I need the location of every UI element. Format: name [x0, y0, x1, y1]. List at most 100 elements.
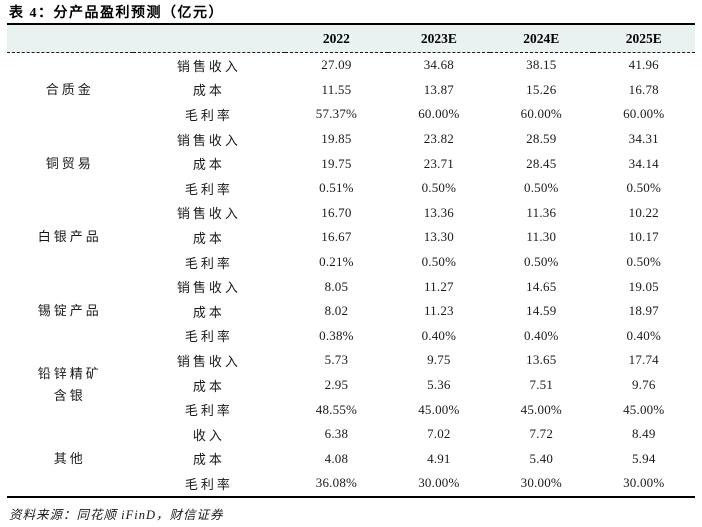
product-group-label: 铅锌精矿 含银 [37, 365, 102, 404]
metric-label: 成本 [192, 157, 225, 173]
value-cell: 7.72 [529, 426, 554, 442]
value-cell: 0.50% [626, 180, 662, 196]
value-cell: 60.00% [520, 106, 562, 122]
value-cell: 11.27 [423, 278, 454, 294]
header-metric-column [132, 24, 286, 53]
value-cell: 23.82 [423, 131, 454, 147]
value-cell: 5.94 [631, 450, 656, 466]
value-cell: 28.45 [526, 155, 557, 171]
metric-label: 销售收入 [176, 206, 241, 222]
value-cell: 0.50% [626, 254, 662, 270]
metric-label: 毛利率 [184, 476, 233, 492]
value-cell: 0.40% [626, 327, 662, 343]
value-cell: 4.91 [427, 450, 451, 466]
metric-label: 收入 [192, 427, 225, 443]
table-row: 铅锌精矿 含银 销售收入 5.73 9.75 13.65 17.74 [7, 348, 695, 403]
metric-label: 成本 [192, 230, 225, 246]
value-cell: 11.23 [423, 303, 454, 319]
value-cell: 34.31 [628, 131, 659, 147]
table-row: 毛利率 0.21% 0.50% 0.50% 0.50% [7, 250, 695, 275]
value-cell: 34.68 [423, 57, 454, 73]
metric-label: 毛利率 [184, 255, 233, 271]
table-title: 表 4：分产品盈利预测（亿元） [9, 6, 224, 21]
value-cell: 30.00% [623, 475, 665, 491]
value-cell: 11.55 [321, 81, 352, 97]
value-cell: 16.67 [321, 229, 352, 245]
table-row: 成本 19.75 23.71 28.45 34.14 [7, 151, 695, 176]
value-cell: 19.75 [321, 155, 352, 171]
metric-label: 成本 [192, 452, 225, 468]
value-cell: 0.40% [524, 327, 559, 343]
value-cell: 13.87 [423, 81, 454, 97]
product-group-label: 合质金 [45, 81, 94, 97]
value-cell: 9.76 [631, 377, 656, 393]
value-cell: 45.00% [418, 401, 460, 417]
value-cell: 36.08% [315, 475, 358, 491]
value-cell: 60.00% [623, 106, 665, 122]
value-cell: 0.50% [421, 180, 457, 196]
value-cell: 34.14 [628, 155, 659, 171]
value-cell: 13.36 [423, 204, 454, 220]
header-year-2024e: 2024E [490, 24, 593, 53]
metric-label: 成本 [192, 304, 225, 320]
value-cell: 2.95 [324, 377, 349, 393]
table-row: 毛利率 48.55% 45.00% 45.00% 45.00% [7, 397, 695, 422]
value-cell: 18.97 [628, 303, 659, 319]
table-row: 合质金 销售收入 27.09 34.68 38.15 41.96 [7, 53, 695, 97]
value-cell: 0.50% [524, 254, 559, 270]
value-cell: 7.51 [529, 377, 554, 393]
value-cell: 8.49 [631, 426, 656, 442]
table-row: 成本 11.55 13.87 15.26 16.78 [7, 78, 695, 103]
value-cell: 0.40% [421, 327, 457, 343]
metric-label: 毛利率 [184, 107, 233, 123]
value-cell: 57.37% [315, 106, 358, 122]
metric-label: 成本 [192, 378, 225, 394]
table-row: 成本 16.67 13.30 11.30 10.17 [7, 225, 695, 250]
value-cell: 9.75 [427, 352, 451, 368]
product-group-label: 铜贸易 [45, 155, 94, 171]
value-cell: 6.38 [324, 426, 349, 442]
metric-label: 销售收入 [176, 58, 241, 74]
profit-forecast-table: 2022 2023E 2024E 2025E 合质金 销售收入 27.09 34.68… [7, 23, 695, 498]
value-cell: 0.38% [319, 327, 354, 343]
product-group-label: 其他 [53, 450, 86, 466]
product-group-label: 白银产品 [37, 229, 102, 245]
table-row: 铜贸易 销售收入 19.85 23.82 28.59 34.31 [7, 127, 695, 171]
table-row: 其他 收入 6.38 7.02 7.72 8.49 [7, 422, 695, 466]
header-year-2025e: 2025E [592, 24, 695, 53]
table-row: 毛利率 0.51% 0.50% 0.50% 0.50% [7, 176, 695, 201]
value-cell: 45.00% [520, 401, 562, 417]
value-cell: 23.71 [423, 155, 454, 171]
value-cell: 41.96 [628, 57, 659, 73]
value-cell: 0.51% [319, 180, 354, 196]
header-group-column [7, 24, 133, 53]
value-cell: 5.36 [427, 377, 451, 393]
table-row: 毛利率 36.08% 30.00% 30.00% 30.00% [7, 471, 695, 497]
metric-label: 销售收入 [176, 280, 241, 296]
value-cell: 7.02 [427, 426, 451, 442]
header-year-2023e: 2023E [387, 24, 491, 53]
value-cell: 11.30 [526, 229, 557, 245]
value-cell: 5.40 [529, 450, 554, 466]
value-cell: 14.65 [526, 278, 557, 294]
metric-label: 销售收入 [176, 353, 241, 369]
value-cell: 0.50% [524, 180, 559, 196]
value-cell: 5.73 [324, 352, 349, 368]
value-cell: 27.09 [321, 57, 352, 73]
metric-label: 成本 [192, 83, 225, 99]
value-cell: 10.22 [628, 204, 659, 220]
value-cell: 28.59 [526, 131, 557, 147]
value-cell: 38.15 [526, 57, 557, 73]
value-cell: 15.26 [526, 81, 557, 97]
product-group-label: 锡锭产品 [37, 303, 102, 319]
header-year-2022: 2022 [285, 24, 388, 53]
table-row: 锡锭产品 销售收入 8.05 11.27 14.65 19.05 [7, 274, 695, 319]
value-cell: 8.02 [324, 303, 349, 319]
value-cell: 0.50% [421, 254, 457, 270]
table-row: 白银产品 销售收入 16.70 13.36 11.36 10.22 [7, 201, 695, 245]
metric-label: 销售收入 [176, 132, 241, 148]
value-cell: 10.17 [628, 229, 659, 245]
value-cell: 60.00% [418, 106, 460, 122]
table-row: 成本 4.08 4.91 5.40 5.94 [7, 447, 695, 472]
